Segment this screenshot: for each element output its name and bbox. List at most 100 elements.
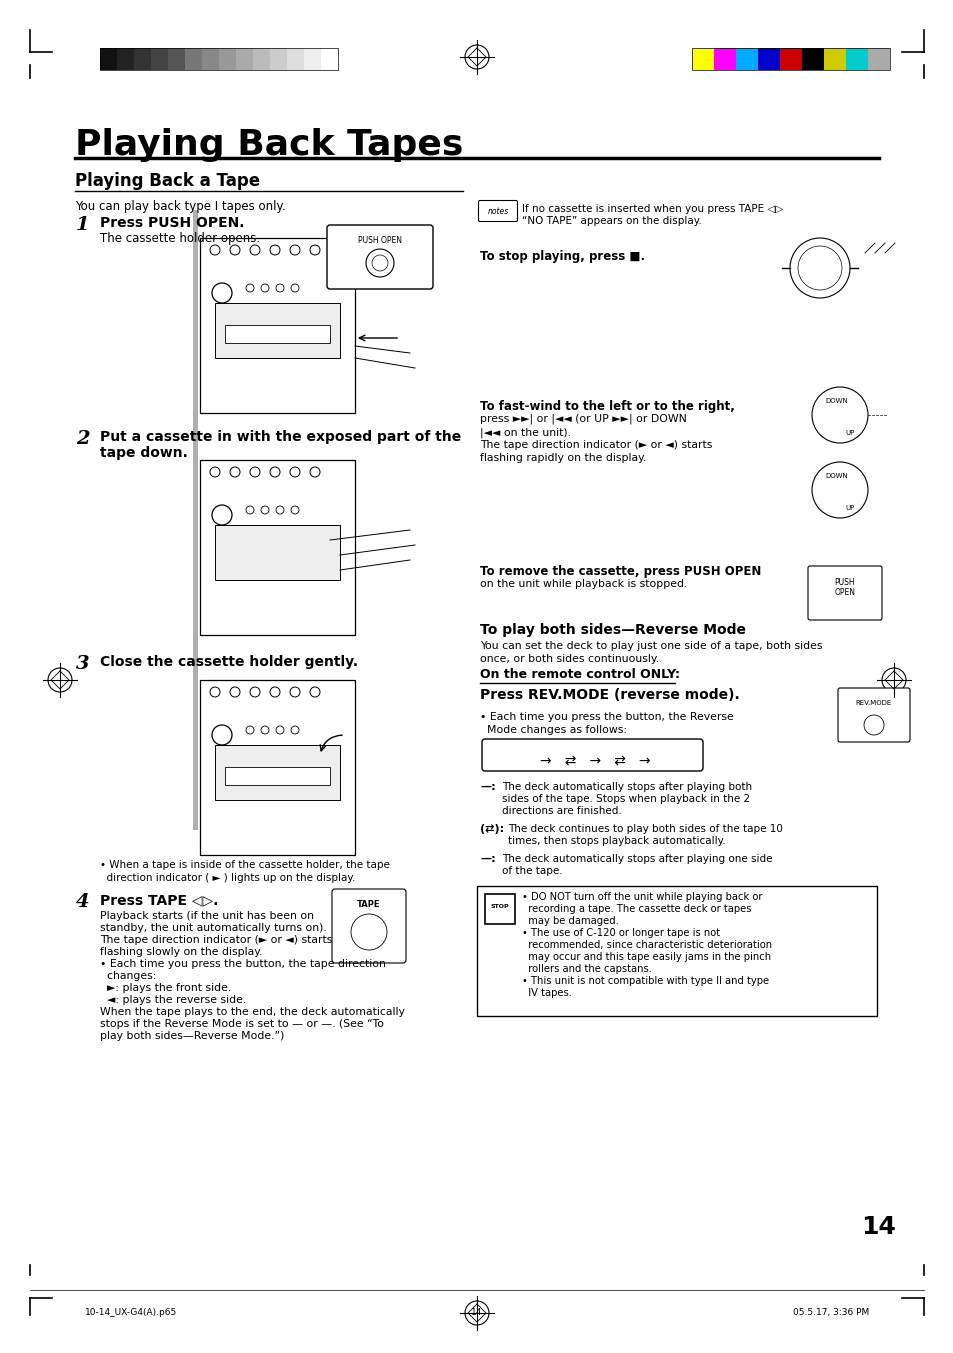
Text: —:: —: <box>479 854 496 865</box>
Text: times, then stops playback automatically.: times, then stops playback automatically… <box>507 836 725 846</box>
Text: If no cassette is inserted when you press TAPE ◁▷: If no cassette is inserted when you pres… <box>521 204 782 214</box>
Bar <box>823 47 845 70</box>
Text: recording a tape. The cassette deck or tapes: recording a tape. The cassette deck or t… <box>521 904 751 915</box>
FancyBboxPatch shape <box>481 739 702 771</box>
Bar <box>193 210 198 829</box>
Text: once, or both sides continuously.: once, or both sides continuously. <box>479 653 659 664</box>
Text: Mode changes as follows:: Mode changes as follows: <box>479 725 626 735</box>
Text: directions are finished.: directions are finished. <box>501 806 621 816</box>
Circle shape <box>811 461 867 518</box>
FancyBboxPatch shape <box>327 225 433 290</box>
Text: To fast-wind to the left or to the right,: To fast-wind to the left or to the right… <box>479 400 734 413</box>
Bar <box>780 47 801 70</box>
Bar <box>100 47 117 70</box>
Circle shape <box>789 238 849 298</box>
Bar <box>168 47 185 70</box>
Text: sides of the tape. Stops when playback in the 2: sides of the tape. Stops when playback i… <box>501 794 749 804</box>
Bar <box>801 47 823 70</box>
Text: PUSH
OPEN: PUSH OPEN <box>834 578 855 598</box>
Text: —:: —: <box>479 782 496 792</box>
Bar <box>713 47 735 70</box>
Bar <box>484 894 515 924</box>
Text: You can play back type I tapes only.: You can play back type I tapes only. <box>75 200 285 212</box>
Text: tape down.: tape down. <box>100 446 188 460</box>
Circle shape <box>811 387 867 442</box>
Bar <box>225 325 330 344</box>
FancyBboxPatch shape <box>332 889 406 963</box>
Bar <box>219 47 235 70</box>
Bar <box>214 303 339 359</box>
Text: stops if the Reverse Mode is set to — or —. (See “To: stops if the Reverse Mode is set to — or… <box>100 1019 384 1030</box>
Text: notes: notes <box>487 207 508 216</box>
Bar <box>225 767 330 785</box>
Text: flashing rapidly on the display.: flashing rapidly on the display. <box>479 453 646 463</box>
Text: The tape direction indicator (► or ◄) starts: The tape direction indicator (► or ◄) st… <box>479 440 712 451</box>
Text: STOP: STOP <box>490 904 509 909</box>
Text: To play both sides—Reverse Mode: To play both sides—Reverse Mode <box>479 622 745 637</box>
Bar <box>214 525 339 580</box>
Text: IV tapes.: IV tapes. <box>521 988 572 999</box>
Text: |◄◄ on the unit).: |◄◄ on the unit). <box>479 428 571 437</box>
Text: 2: 2 <box>76 430 90 448</box>
Text: TAPE: TAPE <box>356 900 380 909</box>
Text: 3: 3 <box>76 655 90 672</box>
Text: DOWN: DOWN <box>824 474 847 479</box>
Bar <box>100 47 337 70</box>
Text: The tape direction indicator (► or ◄) starts: The tape direction indicator (► or ◄) st… <box>100 935 332 944</box>
Text: REV.MODE: REV.MODE <box>855 700 891 706</box>
Text: changes:: changes: <box>100 971 156 981</box>
Text: press ►►| or |◄◄ (or UP ►►| or DOWN: press ►►| or |◄◄ (or UP ►►| or DOWN <box>479 414 686 425</box>
Text: standby, the unit automatically turns on).: standby, the unit automatically turns on… <box>100 923 327 934</box>
Text: ◄: plays the reverse side.: ◄: plays the reverse side. <box>100 994 246 1005</box>
Text: 14: 14 <box>861 1215 896 1239</box>
Text: of the tape.: of the tape. <box>501 866 562 875</box>
Text: 05.5.17, 3:36 PM: 05.5.17, 3:36 PM <box>792 1308 868 1316</box>
Text: may be damaged.: may be damaged. <box>521 916 618 925</box>
Polygon shape <box>254 758 345 808</box>
Bar <box>133 47 151 70</box>
Text: On the remote control ONLY:: On the remote control ONLY: <box>479 668 679 681</box>
Bar <box>691 47 889 70</box>
Bar <box>476 886 876 1016</box>
Text: Press REV.MODE (reverse mode).: Press REV.MODE (reverse mode). <box>479 687 739 702</box>
Bar <box>691 47 713 70</box>
Text: The cassette holder opens.: The cassette holder opens. <box>100 231 260 245</box>
Text: Playing Back Tapes: Playing Back Tapes <box>75 129 463 162</box>
Bar <box>214 746 339 800</box>
Text: flashing slowly on the display.: flashing slowly on the display. <box>100 947 262 957</box>
Text: direction indicator ( ► ) lights up on the display.: direction indicator ( ► ) lights up on t… <box>100 873 355 884</box>
Text: on the unit while playback is stopped.: on the unit while playback is stopped. <box>479 579 687 589</box>
Bar <box>320 47 337 70</box>
Text: The deck continues to play both sides of the tape 10: The deck continues to play both sides of… <box>507 824 782 833</box>
Bar <box>117 47 133 70</box>
Bar <box>253 47 270 70</box>
Bar <box>202 47 219 70</box>
Bar <box>151 47 168 70</box>
Text: To remove the cassette, press PUSH OPEN: To remove the cassette, press PUSH OPEN <box>479 566 760 578</box>
Bar <box>185 47 202 70</box>
Text: “NO TAPE” appears on the display.: “NO TAPE” appears on the display. <box>521 216 701 226</box>
Text: • DO NOT turn off the unit while playing back or: • DO NOT turn off the unit while playing… <box>521 892 761 902</box>
Text: UP: UP <box>844 430 853 436</box>
Bar <box>758 47 780 70</box>
Text: Playback starts (if the unit has been on: Playback starts (if the unit has been on <box>100 911 314 921</box>
Text: play both sides—Reverse Mode.”): play both sides—Reverse Mode.”) <box>100 1031 284 1040</box>
Bar <box>287 47 304 70</box>
Text: Close the cassette holder gently.: Close the cassette holder gently. <box>100 655 357 668</box>
Text: rollers and the capstans.: rollers and the capstans. <box>521 963 651 974</box>
Bar <box>304 47 320 70</box>
Bar <box>845 47 867 70</box>
Bar <box>270 47 287 70</box>
Text: To stop playing, press ■.: To stop playing, press ■. <box>479 250 644 262</box>
Text: • This unit is not compatible with type II and type: • This unit is not compatible with type … <box>521 976 768 986</box>
Text: • When a tape is inside of the cassette holder, the tape: • When a tape is inside of the cassette … <box>100 861 390 870</box>
Text: ►: plays the front side.: ►: plays the front side. <box>100 984 231 993</box>
Bar <box>200 238 355 413</box>
Text: Put a cassette in with the exposed part of the: Put a cassette in with the exposed part … <box>100 430 460 444</box>
Text: UP: UP <box>844 505 853 511</box>
FancyBboxPatch shape <box>478 200 517 222</box>
Circle shape <box>797 246 841 290</box>
Text: PUSH OPEN: PUSH OPEN <box>357 235 401 245</box>
Text: When the tape plays to the end, the deck automatically: When the tape plays to the end, the deck… <box>100 1007 404 1017</box>
Text: Press PUSH OPEN.: Press PUSH OPEN. <box>100 216 244 230</box>
